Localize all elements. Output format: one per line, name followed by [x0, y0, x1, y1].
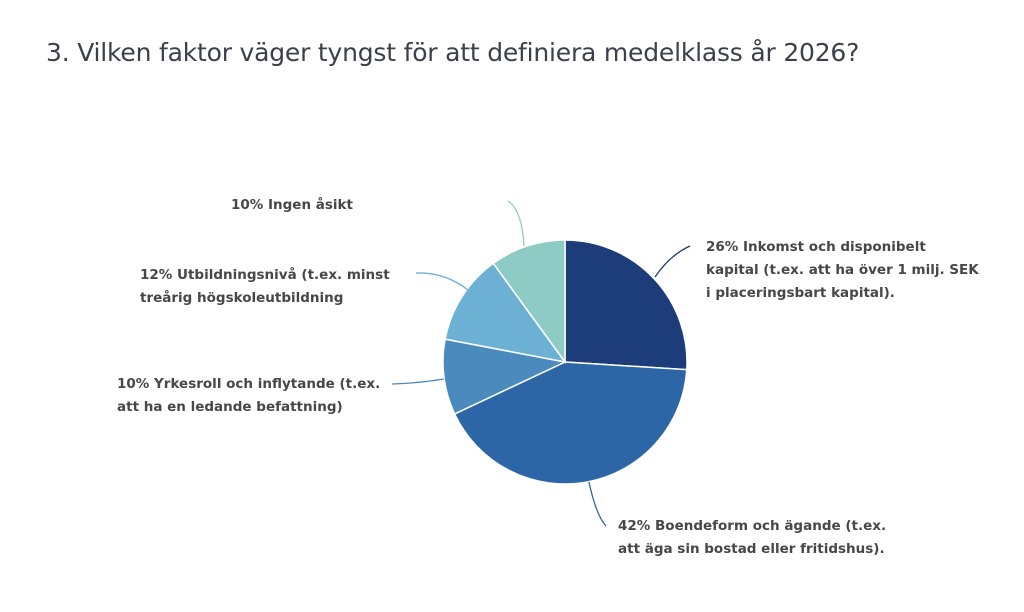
label-line: 26% Inkomst och disponibelt [706, 239, 926, 255]
slice-label-0: 26% Inkomst och disponibelt kapital (t.e… [706, 236, 979, 305]
leader-line-2 [391, 378, 445, 385]
slice-label-3: 12% Utbildningsnivå (t.ex. minst treårig… [140, 264, 390, 310]
leader-line-4 [507, 200, 525, 247]
leader-line-0 [654, 245, 691, 278]
pie-slice-2 [442, 338, 568, 415]
pie-slice-1 [453, 361, 688, 485]
label-line: 10% Ingen åsikt [231, 197, 353, 213]
label-line: 12% Utbildningsnivå (t.ex. minst [140, 267, 390, 283]
pie-slice-3 [444, 262, 567, 364]
label-line: kapital (t.ex. att ha över 1 milj. SEK [706, 262, 979, 278]
pie-slice-0 [564, 239, 688, 371]
pie-slice-4 [492, 239, 566, 365]
slice-label-2: 10% Yrkesroll och inflytande (t.ex. att … [117, 373, 380, 419]
slice-label-4: 10% Ingen åsikt [231, 194, 353, 217]
leader-line-3 [415, 272, 469, 291]
slice-label-1: 42% Boendeform och ägande (t.ex. att äga… [618, 515, 886, 561]
label-line: 10% Yrkesroll och inflytande (t.ex. [117, 376, 381, 392]
label-line: att ha en ledande befattning) [117, 399, 343, 415]
chart-title: 3. Vilken faktor väger tyngst för att de… [46, 38, 860, 67]
label-line: att äga sin bostad eller fritidshus). [618, 541, 885, 557]
label-line: i placeringsbart kapital). [706, 285, 895, 301]
label-line: treårig högskoleutbildning [140, 290, 344, 306]
leader-line-1 [588, 481, 607, 527]
label-line: 42% Boendeform och ägande (t.ex. [618, 518, 887, 534]
